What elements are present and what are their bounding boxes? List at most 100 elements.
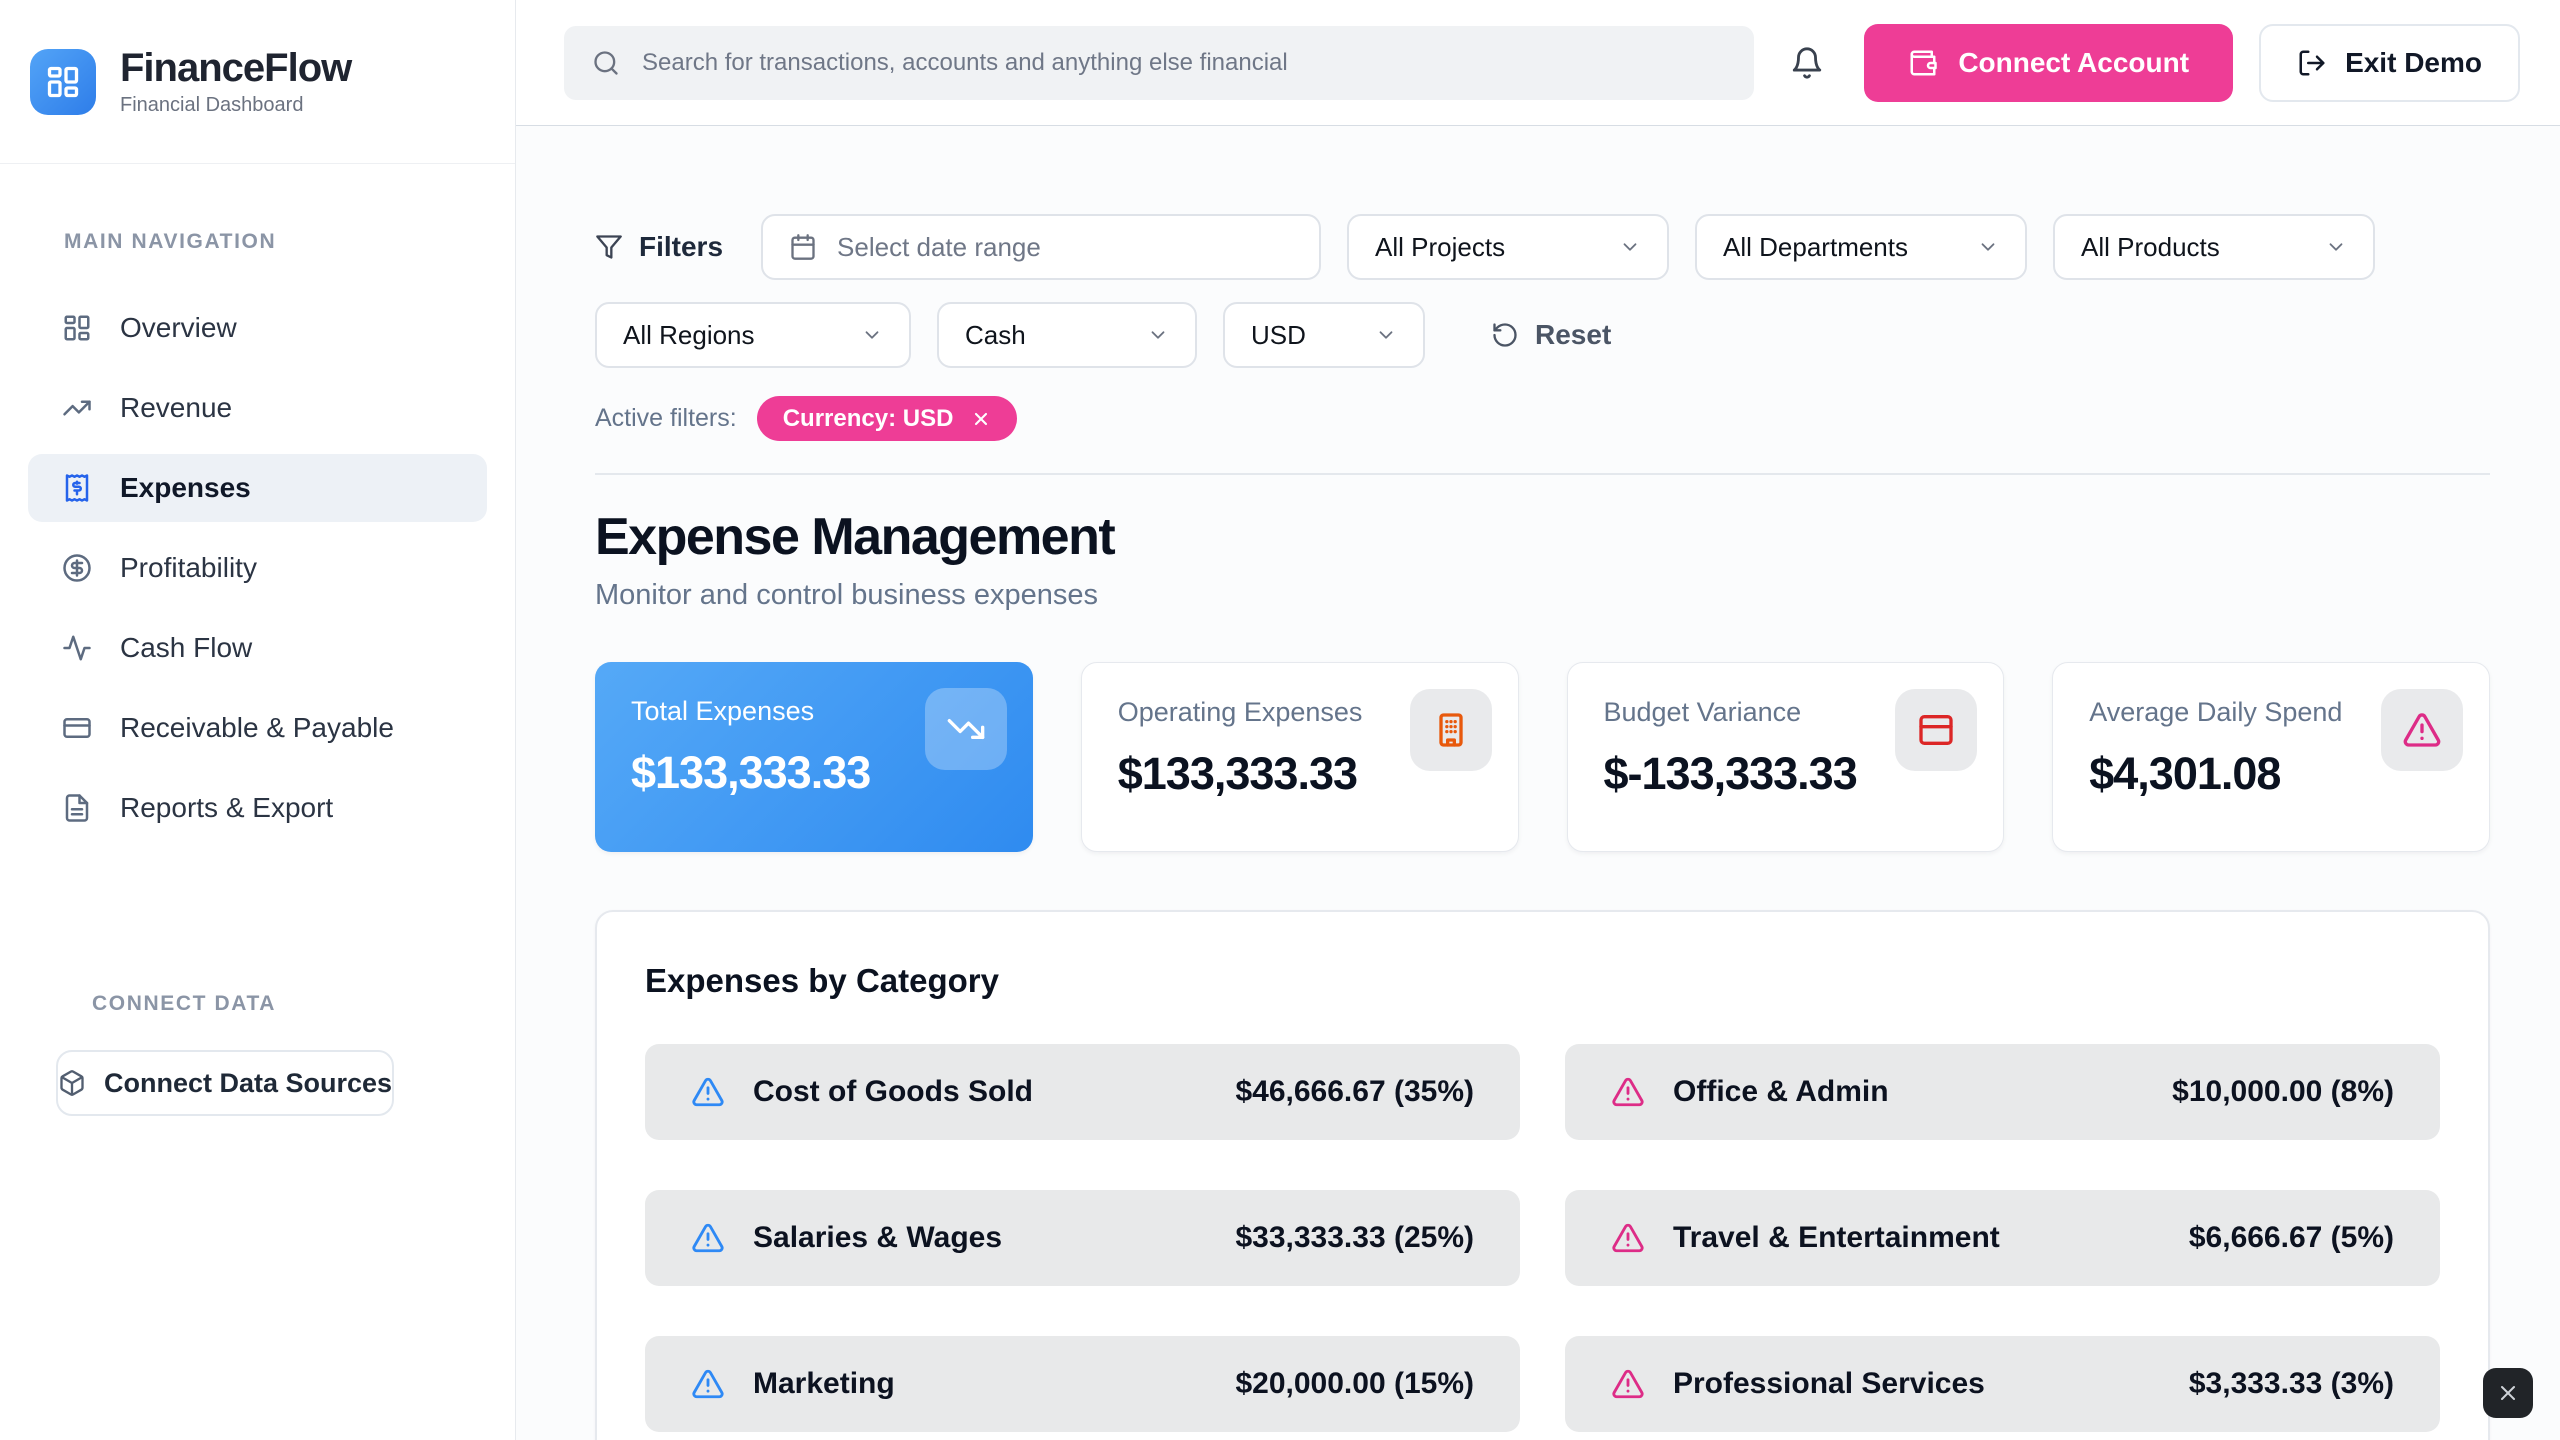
close-icon[interactable] — [971, 409, 991, 429]
building-icon — [1438, 713, 1463, 747]
connect-account-label: Connect Account — [1958, 46, 2190, 78]
nav-section-label: MAIN NAVIGATION — [64, 230, 277, 253]
sidebar-item-label: Reports & Export — [120, 792, 334, 823]
chevron-down-icon — [1623, 243, 1637, 251]
filters-row-1: Filters All Projects All Departments All… — [595, 214, 2490, 280]
sidebar-item-label: Expenses — [120, 472, 251, 503]
sidebar-item-overview[interactable]: Overview — [28, 294, 487, 362]
exit-demo-button[interactable]: Exit Demo — [2259, 23, 2520, 102]
category-name: Salaries & Wages — [753, 1221, 1003, 1254]
category-row-marketing[interactable]: Marketing $20,000.00 (15%) — [645, 1336, 1520, 1432]
global-search[interactable] — [564, 25, 1754, 100]
chevron-down-icon — [1379, 331, 1393, 339]
reset-label: Reset — [1535, 319, 1612, 350]
alert-triangle-icon — [2403, 713, 2441, 747]
filters-row-2: All Regions Cash USD Reset — [595, 302, 2490, 368]
metric-value: $133,333.33 — [1117, 748, 1358, 799]
app-logo — [30, 48, 96, 115]
sidebar-item-expenses[interactable]: Expenses — [28, 454, 487, 522]
metric-icon-box — [1895, 689, 1978, 771]
brand-name: FinanceFlow — [120, 46, 352, 90]
log-out-icon — [2299, 50, 2325, 75]
category-row-salaries-wages[interactable]: Salaries & Wages $33,333.33 (25%) — [645, 1190, 1520, 1286]
metric-card-average-daily-spend[interactable]: Average Daily Spend $4,301.08 — [2052, 662, 2490, 852]
category-value: $6,666.67 (5%) — [2188, 1221, 2394, 1254]
rotate-ccw-icon — [1493, 323, 1517, 347]
regions-select-value: All Regions — [623, 319, 755, 350]
search-input[interactable] — [642, 48, 1726, 77]
alert-triangle-icon — [692, 1369, 724, 1399]
expenses-by-category-card: Expenses by Category Cost of Goods Sold … — [595, 910, 2490, 1440]
category-name: Professional Services — [1673, 1367, 1985, 1400]
connect-data-sources-button[interactable]: Connect Data Sources — [56, 1050, 395, 1116]
activity-icon — [63, 635, 91, 661]
file-text-icon — [65, 794, 89, 822]
category-name: Marketing — [753, 1367, 895, 1400]
metric-card-total-expenses[interactable]: Total Expenses $133,333.33 — [595, 662, 1033, 852]
category-name: Office & Admin — [1673, 1075, 1889, 1108]
metric-icon-box — [1409, 689, 1492, 771]
sidebar-item-revenue[interactable]: Revenue — [28, 374, 487, 442]
sidebar-item-profitability[interactable]: Profitability — [28, 534, 487, 602]
chevron-down-icon — [2329, 243, 2343, 251]
category-grid: Cost of Goods Sold $46,666.67 (35%) Offi… — [645, 1044, 2440, 1432]
date-range-input[interactable] — [761, 214, 1322, 280]
category-name: Cost of Goods Sold — [753, 1075, 1033, 1108]
departments-select[interactable]: All Departments — [1695, 214, 2028, 280]
metric-value: $133,333.33 — [631, 747, 871, 798]
category-row-professional-services[interactable]: Professional Services $3,333.33 (3%) — [1565, 1336, 2440, 1432]
wallet-icon — [1910, 50, 1938, 75]
notifications-button[interactable] — [1790, 46, 1824, 80]
chevron-down-icon — [865, 331, 879, 339]
metric-label: Operating Expenses — [1117, 697, 1363, 727]
products-select-value: All Products — [2081, 231, 2220, 262]
close-overlay-button[interactable] — [2483, 1368, 2533, 1418]
main-content: Filters All Projects All Departments All… — [516, 126, 2560, 1440]
currency-select[interactable]: USD — [1223, 302, 1425, 368]
cube-icon — [60, 1070, 84, 1096]
chevron-down-icon — [1151, 331, 1165, 339]
metric-card-budget-variance[interactable]: Budget Variance $-133,333.33 — [1566, 662, 2005, 852]
trending-down-icon — [947, 719, 985, 739]
alert-triangle-icon — [1612, 1369, 1644, 1399]
credit-card-icon — [1919, 715, 1953, 745]
metric-value: $4,301.08 — [2089, 748, 2281, 799]
dashboard-grid-icon — [47, 66, 79, 97]
funnel-icon — [596, 235, 622, 259]
currency-filter-chip[interactable]: Currency: USD — [756, 396, 1018, 441]
exit-demo-label: Exit Demo — [2345, 46, 2482, 78]
alert-triangle-icon — [1612, 1077, 1644, 1107]
metric-icon-box — [924, 688, 1007, 770]
calendar-icon — [791, 234, 815, 260]
close-icon — [2501, 1386, 2515, 1400]
sidebar-item-cash-flow[interactable]: Cash Flow — [28, 614, 487, 682]
category-row-travel-entertainment[interactable]: Travel & Entertainment $6,666.67 (5%) — [1565, 1190, 2440, 1286]
connect-account-button[interactable]: Connect Account — [1864, 23, 2234, 102]
metric-card-operating-expenses[interactable]: Operating Expenses $133,333.33 — [1080, 662, 1519, 852]
products-select[interactable]: All Products — [2053, 214, 2376, 280]
brand-subtitle: Financial Dashboard — [120, 94, 304, 116]
date-range-field[interactable] — [837, 231, 1294, 263]
sidebar-item-label: Receivable & Payable — [120, 712, 394, 743]
alert-triangle-icon — [692, 1077, 724, 1107]
filters-label-text: Filters — [639, 231, 724, 262]
sidebar-item-label: Profitability — [120, 552, 257, 583]
sidebar-item-label: Revenue — [120, 392, 233, 423]
sidebar-item-label: Overview — [120, 312, 237, 343]
sidebar-item-reports-export[interactable]: Reports & Export — [28, 774, 487, 842]
reset-filters-button[interactable]: Reset — [1491, 319, 1611, 351]
sidebar-item-receivable-payable[interactable]: Receivable & Payable — [28, 694, 487, 762]
regions-select[interactable]: All Regions — [595, 302, 911, 368]
main-navigation: MAIN NAVIGATION Overview Revenue Expense… — [0, 164, 515, 1116]
trending-up-icon — [63, 400, 91, 416]
bell-icon — [1793, 47, 1822, 79]
accounting-basis-select[interactable]: Cash — [937, 302, 1197, 368]
alert-triangle-icon — [1612, 1223, 1644, 1253]
departments-select-value: All Departments — [1723, 231, 1908, 262]
active-filters-label: Active filters: — [595, 404, 737, 432]
category-row-office-admin[interactable]: Office & Admin $10,000.00 (8%) — [1565, 1044, 2440, 1140]
category-name: Travel & Entertainment — [1673, 1221, 2000, 1254]
projects-select[interactable]: All Projects — [1347, 214, 1670, 280]
connect-data-section-label: CONNECT DATA — [92, 992, 277, 1015]
category-row-cost-of-goods-sold[interactable]: Cost of Goods Sold $46,666.67 (35%) — [645, 1044, 1520, 1140]
